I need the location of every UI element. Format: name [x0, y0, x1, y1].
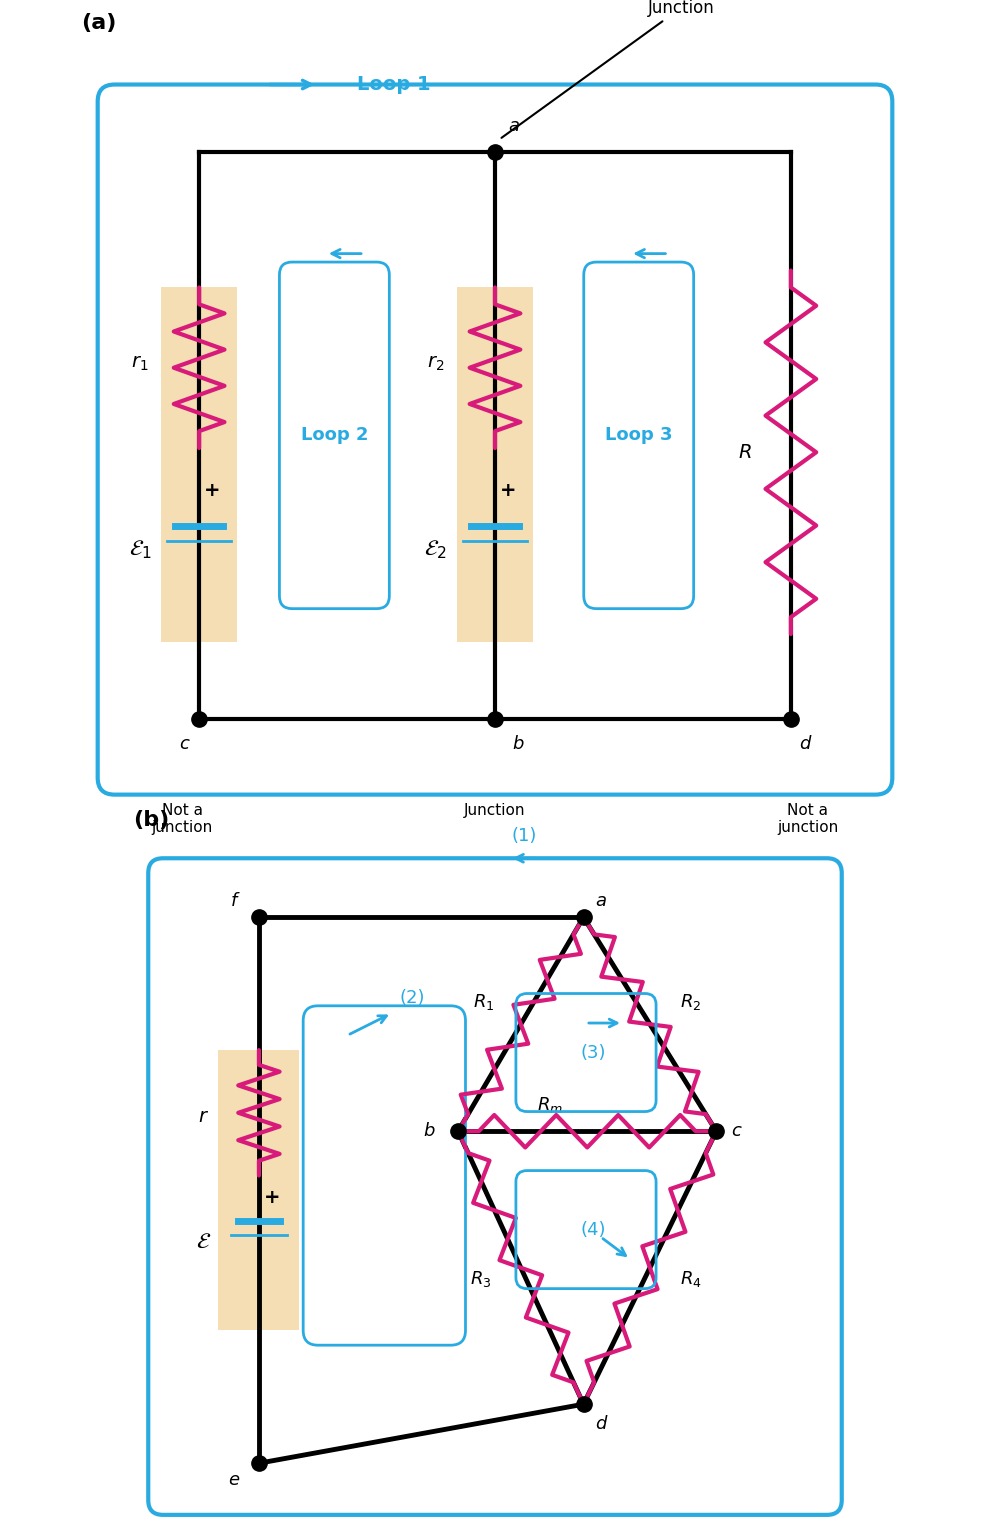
Text: $d$: $d$	[595, 1416, 608, 1434]
Text: (3): (3)	[580, 1044, 606, 1062]
Text: (1): (1)	[512, 827, 538, 845]
FancyBboxPatch shape	[148, 858, 842, 1515]
Text: (b): (b)	[134, 810, 169, 830]
Text: $R_1$: $R_1$	[473, 991, 495, 1013]
Text: $f$: $f$	[230, 891, 241, 910]
Text: +: +	[499, 481, 516, 500]
Text: $r_2$: $r_2$	[428, 354, 445, 373]
Text: (4): (4)	[580, 1220, 606, 1239]
Text: $R_2$: $R_2$	[680, 991, 701, 1013]
FancyBboxPatch shape	[219, 1050, 300, 1331]
Text: $e$: $e$	[228, 1471, 241, 1489]
FancyBboxPatch shape	[98, 85, 892, 795]
Text: (a): (a)	[81, 12, 116, 32]
Text: +: +	[264, 1188, 280, 1207]
FancyBboxPatch shape	[457, 287, 533, 642]
Text: Junction: Junction	[502, 0, 715, 138]
Text: $R$: $R$	[738, 443, 751, 461]
Text: Not a
junction: Not a junction	[777, 802, 839, 836]
Text: $c$: $c$	[179, 736, 191, 753]
Text: Loop 1: Loop 1	[356, 75, 431, 94]
Text: Not a
junction: Not a junction	[151, 802, 213, 836]
Text: $r_1$: $r_1$	[132, 354, 148, 373]
Text: $R_3$: $R_3$	[469, 1268, 491, 1290]
Text: Loop 3: Loop 3	[605, 426, 672, 444]
Text: $d$: $d$	[799, 736, 813, 753]
Text: $a$: $a$	[508, 117, 520, 135]
Text: $\mathcal{E}_1$: $\mathcal{E}_1$	[129, 538, 151, 561]
Text: $\mathcal{E}_2$: $\mathcal{E}_2$	[425, 538, 447, 561]
Text: (2): (2)	[399, 990, 425, 1007]
Text: $c$: $c$	[731, 1122, 742, 1140]
Text: Junction: Junction	[464, 802, 526, 818]
Text: $a$: $a$	[595, 891, 607, 910]
Text: +: +	[204, 481, 220, 500]
Text: $b$: $b$	[424, 1122, 436, 1140]
Text: $R_m$: $R_m$	[538, 1096, 563, 1116]
Text: $\mathcal{E}$: $\mathcal{E}$	[196, 1231, 211, 1253]
FancyBboxPatch shape	[161, 287, 238, 642]
Text: Loop 2: Loop 2	[301, 426, 368, 444]
Text: $r$: $r$	[198, 1107, 209, 1127]
Text: $b$: $b$	[512, 736, 525, 753]
Text: $R_4$: $R_4$	[679, 1268, 701, 1290]
